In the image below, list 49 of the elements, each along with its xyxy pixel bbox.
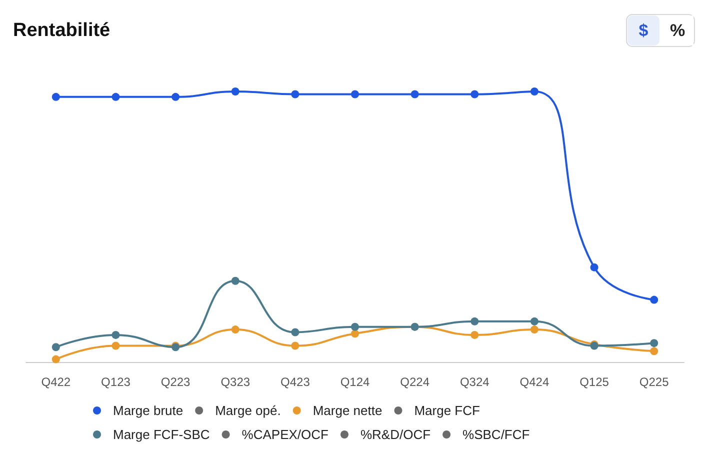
x-tick-label: Q324 [460,375,490,389]
point [52,355,60,364]
x-tick-label: Q224 [400,375,430,389]
x-tick-label: Q424 [520,375,550,389]
point [650,339,658,348]
point [470,90,479,98]
point [291,90,300,98]
x-tick-label: Q225 [639,375,670,389]
point [530,317,538,326]
point [231,276,240,285]
legend-label: Marge FCF [414,403,480,418]
point [650,347,658,356]
point [351,90,359,98]
point [470,317,479,326]
point [351,322,359,331]
x-tick-label: Q123 [101,375,131,389]
legend-label: %R&D/OCF [360,427,431,442]
legend-label: Marge FCF-SBC [113,427,210,442]
point [52,92,60,101]
x-tick-label: Q223 [160,375,191,389]
x-tick-label: Q423 [280,375,310,389]
point [112,342,120,350]
point [231,326,240,334]
legend-label: Marge opé. [215,403,281,418]
legend-label: Marge brute [113,403,184,418]
text: % [670,21,686,40]
point [530,326,538,334]
text: $ [638,21,649,40]
x-tick-label: Q422 [41,375,71,389]
point [291,328,300,336]
point [470,330,479,339]
chart-title: Rentabilité [13,20,110,41]
point [291,342,300,350]
x-tick-label: Q124 [340,375,370,389]
point [231,88,240,96]
point [112,92,120,101]
point [530,88,538,96]
point [112,330,120,339]
x-tick-label: Q323 [220,375,250,389]
point [172,92,180,101]
x-tick-label: Q125 [580,375,610,389]
point [590,263,598,272]
legend-label: Marge nette [312,403,382,418]
point [52,343,60,352]
point [351,330,359,338]
legend-label: %SBC/FCF [462,427,530,442]
point [650,296,658,304]
legend-label: %CAPEX/OCF [242,427,329,442]
point [410,90,419,98]
